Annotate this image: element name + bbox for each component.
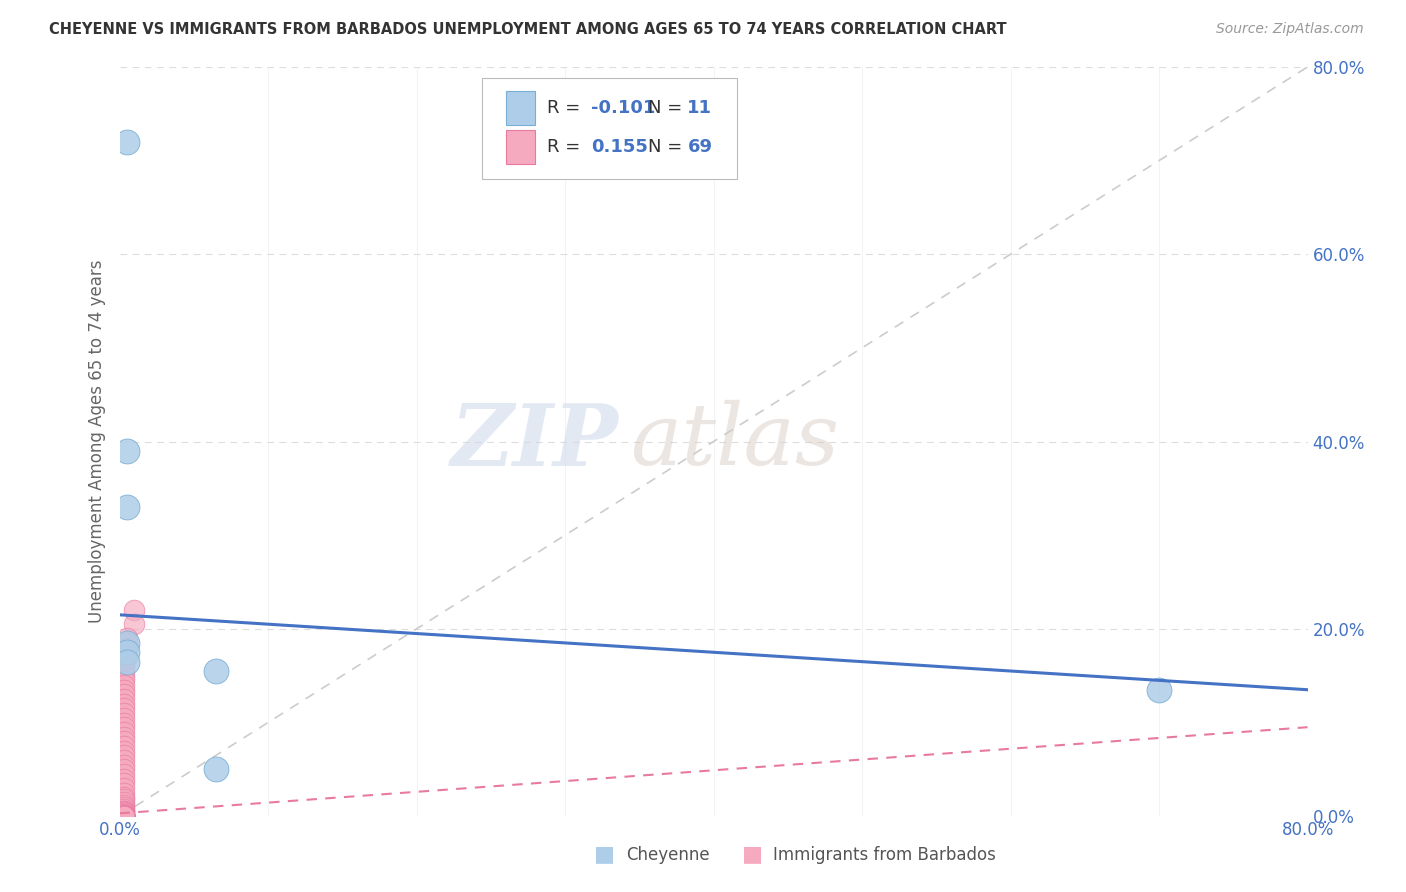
Point	[112, 744, 135, 758]
Point	[112, 724, 135, 739]
Point	[112, 706, 135, 721]
Text: ■: ■	[595, 845, 614, 864]
Text: Cheyenne: Cheyenne	[626, 846, 709, 863]
Point	[112, 809, 135, 823]
Point	[112, 800, 135, 814]
Point	[112, 808, 135, 822]
Point	[112, 809, 135, 823]
Point	[112, 730, 135, 744]
Point	[112, 734, 135, 748]
FancyBboxPatch shape	[506, 130, 536, 164]
FancyBboxPatch shape	[506, 91, 536, 125]
Point	[112, 659, 135, 673]
Point	[112, 692, 135, 706]
Point	[112, 809, 135, 823]
Point	[112, 687, 135, 701]
Point	[112, 809, 135, 823]
Point	[1147, 682, 1170, 697]
FancyBboxPatch shape	[482, 78, 737, 179]
Point	[112, 807, 135, 822]
Point	[112, 701, 135, 715]
Text: 0.155: 0.155	[591, 138, 648, 156]
Point	[115, 500, 138, 514]
Point	[112, 753, 135, 767]
Y-axis label: Unemployment Among Ages 65 to 74 years: Unemployment Among Ages 65 to 74 years	[87, 260, 105, 624]
Text: R =: R =	[547, 138, 586, 156]
Point	[112, 809, 135, 823]
Point	[112, 804, 135, 818]
Point	[112, 809, 135, 823]
Text: CHEYENNE VS IMMIGRANTS FROM BARBADOS UNEMPLOYMENT AMONG AGES 65 TO 74 YEARS CORR: CHEYENNE VS IMMIGRANTS FROM BARBADOS UNE…	[49, 22, 1007, 37]
Point	[112, 715, 135, 730]
Point	[115, 655, 138, 669]
Point	[112, 781, 135, 796]
Point	[112, 802, 135, 816]
Point	[112, 809, 135, 823]
Point	[112, 795, 135, 809]
Point	[112, 809, 135, 823]
Point	[112, 767, 135, 781]
Point	[112, 809, 135, 823]
Point	[115, 135, 138, 149]
Point	[112, 673, 135, 688]
Point	[112, 809, 135, 823]
Point	[112, 809, 135, 823]
Point	[112, 797, 135, 812]
Text: 11: 11	[688, 99, 713, 117]
Text: ZIP: ZIP	[451, 400, 619, 483]
Point	[112, 682, 135, 697]
Point	[112, 776, 135, 790]
Point	[112, 809, 135, 823]
Point	[112, 809, 135, 823]
Point	[112, 762, 135, 776]
Point	[112, 711, 135, 725]
Point	[112, 808, 135, 822]
Point	[112, 809, 135, 823]
Text: ■: ■	[742, 845, 762, 864]
Point	[115, 636, 138, 650]
Point	[112, 805, 135, 819]
Point	[112, 806, 135, 821]
Point	[112, 748, 135, 763]
Point	[112, 792, 135, 806]
Text: R =: R =	[547, 99, 586, 117]
Point	[112, 669, 135, 683]
Point	[112, 809, 135, 823]
Point	[115, 640, 138, 655]
Point	[112, 678, 135, 692]
Point	[112, 664, 135, 678]
Text: N =: N =	[648, 138, 688, 156]
Point	[112, 790, 135, 805]
Point	[112, 809, 135, 823]
Point	[112, 809, 135, 823]
Point	[112, 809, 135, 823]
Text: -0.101: -0.101	[591, 99, 655, 117]
Text: 69: 69	[688, 138, 713, 156]
Point	[112, 809, 135, 823]
Point	[112, 805, 135, 820]
Point	[112, 809, 135, 823]
Text: N =: N =	[648, 99, 688, 117]
Text: Immigrants from Barbados: Immigrants from Barbados	[773, 846, 997, 863]
Point	[112, 739, 135, 753]
Point	[112, 772, 135, 786]
Point	[115, 645, 138, 659]
Point	[112, 786, 135, 800]
Point	[115, 636, 138, 650]
Point	[124, 617, 146, 632]
Point	[112, 697, 135, 711]
Point	[205, 664, 228, 678]
Point	[115, 632, 138, 646]
Point	[115, 649, 138, 664]
Point	[112, 757, 135, 772]
Point	[205, 762, 228, 776]
Point	[115, 443, 138, 458]
Text: Source: ZipAtlas.com: Source: ZipAtlas.com	[1216, 22, 1364, 37]
Point	[112, 809, 135, 823]
Point	[112, 720, 135, 734]
Text: atlas: atlas	[630, 401, 839, 483]
Point	[112, 809, 135, 823]
Point	[124, 603, 146, 617]
